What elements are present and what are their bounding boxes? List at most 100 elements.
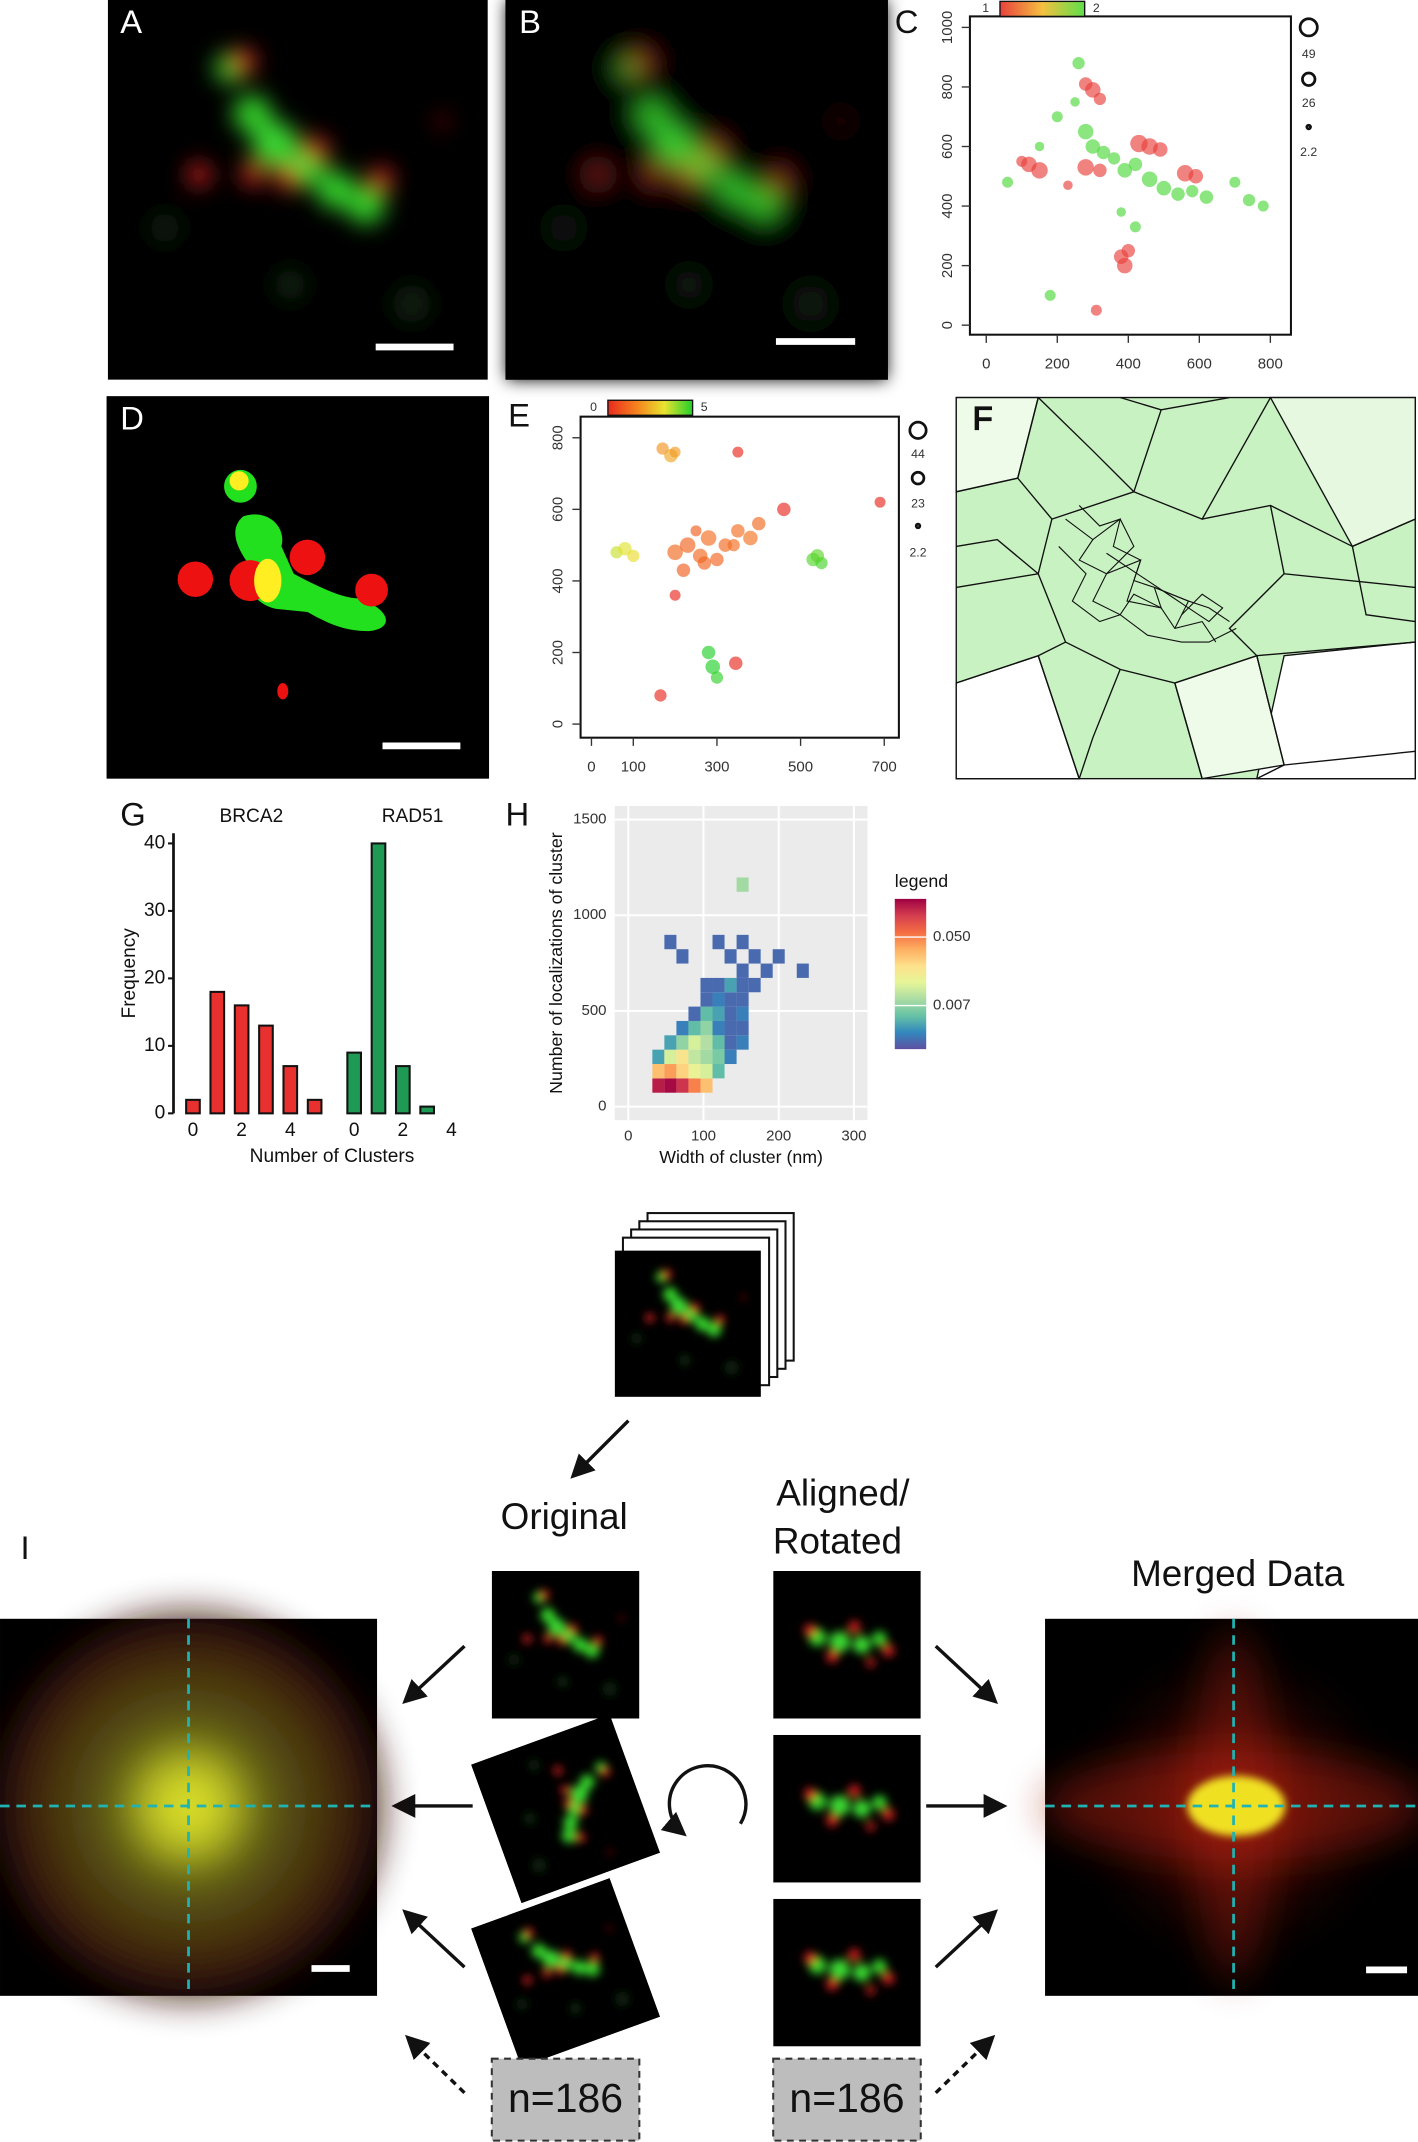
bar [185, 1098, 201, 1115]
heatmap-cell [676, 949, 689, 964]
panel-label: G [120, 796, 146, 833]
bar [419, 1105, 436, 1115]
bar [394, 1065, 411, 1115]
heatmap-cell [712, 977, 725, 993]
heatmap-cell [664, 934, 677, 950]
heatmap-cell [652, 1064, 665, 1079]
bubble [669, 589, 681, 601]
y-tick-label: 10 [144, 1035, 165, 1056]
y-tick-label: 20 [144, 967, 165, 988]
bubble [1257, 200, 1269, 212]
column-title: Rotated [773, 1520, 902, 1561]
bar [209, 990, 226, 1115]
heatmap-cell [664, 1078, 677, 1093]
heatmap-cell [724, 1006, 737, 1021]
bubble [705, 659, 721, 675]
y-tick-label: 200 [550, 640, 567, 665]
colorbar-label: 1 [982, 1, 989, 15]
size-legend-label: 23 [911, 496, 925, 510]
original-image [471, 1878, 660, 2067]
x-tick-label: 100 [691, 1128, 716, 1145]
heatmap-cell [676, 1078, 689, 1093]
heatmap-cell [676, 1020, 689, 1036]
x-tick-label: 4 [285, 1120, 296, 1141]
panel-label: D [120, 399, 144, 436]
colorbar-tick-label: 0.050 [933, 928, 971, 945]
colorbar-tick-label: 0.007 [933, 997, 971, 1014]
y-tick-label: 0 [550, 720, 567, 728]
bubble [777, 502, 791, 517]
heatmap-cell [736, 1020, 749, 1036]
heatmap-cell [748, 977, 761, 993]
heatmap-cell [664, 1049, 677, 1065]
bubble [1229, 176, 1241, 188]
bubble [1156, 180, 1172, 196]
heatmap-cell [760, 963, 773, 978]
y-axis-title: Number of localizations of cluster [546, 832, 566, 1094]
bubble [1072, 56, 1085, 70]
aligned-image [773, 1899, 921, 2047]
x-tick-label: 400 [1116, 356, 1141, 373]
bubble [1152, 142, 1168, 157]
size-legend-label: 2.2 [1300, 145, 1317, 159]
heatmap-cell [712, 1064, 725, 1079]
y-tick-label: 500 [581, 1002, 606, 1019]
bubble [669, 446, 681, 458]
x-tick-label: 200 [766, 1128, 791, 1145]
size-legend-marker [908, 420, 928, 440]
x-tick-label: 0 [188, 1120, 199, 1141]
x-tick-label: 600 [1187, 356, 1212, 373]
bubble [1034, 141, 1045, 152]
micrograph-a: A [108, 0, 488, 380]
count-box [490, 2057, 641, 2142]
bubble [1051, 111, 1063, 123]
heatmap-cell [688, 1006, 701, 1021]
heatmap-cell [712, 992, 725, 1007]
bubble [731, 524, 745, 538]
facet-title: RAD51 [382, 806, 444, 827]
heatmap-cell [700, 1064, 713, 1079]
bubble [1141, 171, 1158, 188]
heatmap-cell [724, 1035, 737, 1050]
y-tick-label: 1000 [573, 906, 606, 923]
heatmap-cell [724, 1020, 737, 1036]
y-tick-label: 800 [939, 74, 956, 99]
heatmap-cell [724, 1049, 737, 1065]
y-tick-label: 0 [155, 1102, 166, 1123]
bubble [1128, 157, 1143, 172]
bubble [1188, 169, 1204, 184]
bubble [1242, 193, 1256, 207]
bubble [1016, 155, 1028, 167]
alignment-workflow: I Original Aligned/ Rotated Merged Data … [0, 1212, 1418, 2142]
bubble [697, 556, 712, 570]
heatmap-cell [688, 1020, 701, 1036]
size-legend-marker [910, 470, 926, 486]
size-legend-marker [1301, 71, 1317, 87]
bar [306, 1098, 323, 1115]
bar [233, 1004, 250, 1115]
heatmap-cell [712, 1020, 725, 1036]
x-tick-label: 800 [1258, 356, 1283, 373]
colorbar [999, 0, 1086, 18]
heatmap-cell [676, 1049, 689, 1065]
heatmap-cell [736, 877, 749, 892]
colorbar-label: 0 [590, 400, 597, 414]
bar [370, 842, 387, 1115]
count-box [772, 2057, 922, 2142]
bubble [679, 537, 696, 553]
heatmap-cell [700, 1078, 713, 1093]
x-tick-label: 200 [1045, 356, 1070, 373]
bubble [1085, 139, 1101, 154]
bar [258, 1024, 274, 1115]
x-tick-label: 4 [446, 1120, 457, 1141]
panel-label: H [505, 796, 529, 833]
heatmap-cell [700, 977, 713, 993]
bubble [1044, 289, 1056, 301]
voronoi-f: F [955, 396, 1416, 780]
y-tick-label: 400 [550, 568, 567, 593]
size-legend-marker [1298, 17, 1319, 38]
colorbar-title: legend [895, 871, 948, 891]
heatmap-cell [772, 949, 785, 964]
bubble [729, 656, 743, 670]
